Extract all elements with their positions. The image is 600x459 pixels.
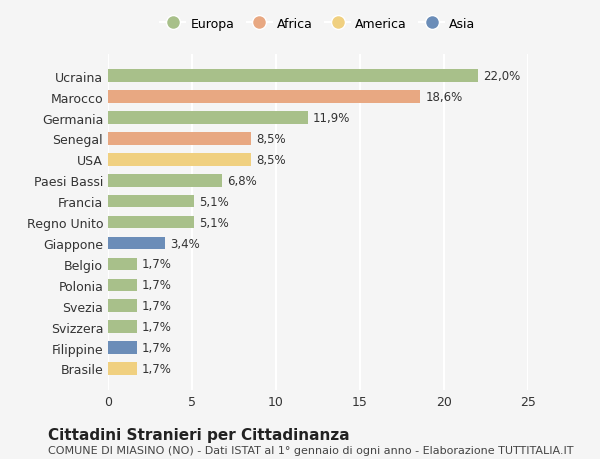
- Text: COMUNE DI MIASINO (NO) - Dati ISTAT al 1° gennaio di ogni anno - Elaborazione TU: COMUNE DI MIASINO (NO) - Dati ISTAT al 1…: [48, 445, 574, 455]
- Text: 22,0%: 22,0%: [482, 70, 520, 83]
- Text: 8,5%: 8,5%: [256, 133, 286, 146]
- Bar: [108, 258, 137, 271]
- Text: Cittadini Stranieri per Cittadinanza: Cittadini Stranieri per Cittadinanza: [48, 427, 350, 442]
- Text: 1,7%: 1,7%: [142, 300, 172, 313]
- Text: 1,7%: 1,7%: [142, 258, 172, 271]
- Bar: [108, 91, 421, 104]
- Bar: [108, 300, 137, 312]
- Text: 1,7%: 1,7%: [142, 279, 172, 291]
- Bar: [108, 112, 308, 124]
- Text: 1,7%: 1,7%: [142, 362, 172, 375]
- Text: 1,7%: 1,7%: [142, 320, 172, 333]
- Text: 18,6%: 18,6%: [425, 91, 463, 104]
- Bar: [108, 174, 222, 187]
- Bar: [108, 321, 137, 333]
- Bar: [108, 363, 137, 375]
- Text: 8,5%: 8,5%: [256, 154, 286, 167]
- Bar: [108, 70, 478, 83]
- Bar: [108, 279, 137, 291]
- Text: 6,8%: 6,8%: [227, 174, 257, 187]
- Bar: [108, 216, 194, 229]
- Legend: Europa, Africa, America, Asia: Europa, Africa, America, Asia: [160, 18, 476, 31]
- Bar: [108, 133, 251, 146]
- Bar: [108, 196, 194, 208]
- Bar: [108, 154, 251, 166]
- Text: 1,7%: 1,7%: [142, 341, 172, 354]
- Bar: [108, 237, 165, 250]
- Text: 3,4%: 3,4%: [170, 237, 200, 250]
- Bar: [108, 341, 137, 354]
- Text: 11,9%: 11,9%: [313, 112, 350, 125]
- Text: 5,1%: 5,1%: [199, 195, 229, 208]
- Text: 5,1%: 5,1%: [199, 216, 229, 229]
